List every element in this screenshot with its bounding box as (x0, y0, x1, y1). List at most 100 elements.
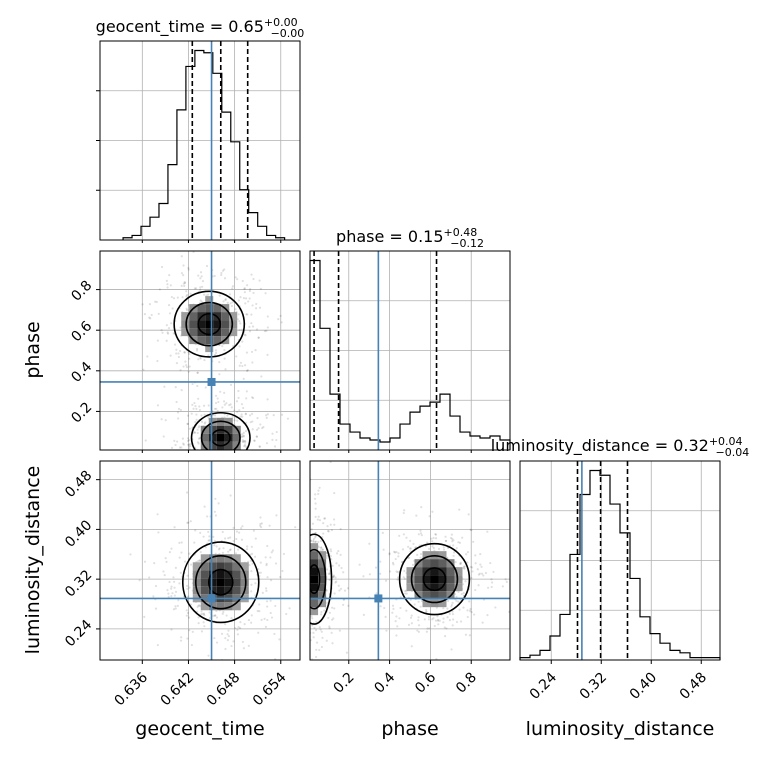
density-cell (310, 575, 311, 584)
density-cell (310, 567, 319, 576)
scatter-point (442, 621, 445, 624)
scatter-point (170, 628, 173, 631)
scatter-point (195, 349, 199, 352)
scatter-point (434, 619, 438, 622)
scatter-point (198, 408, 202, 412)
scatter-point (425, 610, 428, 613)
scatter-point (301, 625, 303, 627)
scatter-point (215, 545, 218, 548)
scatter-point (271, 536, 273, 538)
axes-frame (309, 250, 511, 451)
scatter-point (445, 539, 448, 543)
scatter-point (246, 467, 248, 469)
scatter-point (432, 546, 435, 550)
scatter-point (304, 602, 306, 604)
scatter-point (242, 406, 245, 410)
contour-level-2 (398, 542, 471, 616)
scatter-point (212, 466, 214, 468)
scatter-point (188, 586, 191, 589)
scatter-point (446, 556, 449, 559)
scatter-point (181, 456, 183, 458)
scatter-point (462, 591, 465, 595)
scatter-point (223, 391, 226, 395)
scatter-point (428, 627, 431, 630)
scatter-point (258, 306, 262, 309)
scatter-point (480, 572, 484, 575)
scatter-point (260, 618, 263, 621)
scatter-point (252, 277, 255, 281)
density-cell (208, 433, 217, 442)
density-cell (197, 320, 206, 329)
scatter-point (319, 539, 322, 543)
scatter-point (194, 454, 196, 456)
density-cell (181, 328, 190, 337)
scatter-point (203, 358, 206, 362)
scatter-point (284, 639, 286, 641)
scatter-point (213, 474, 215, 476)
scatter-point (213, 458, 215, 460)
scatter-point (297, 567, 299, 569)
density-cell (454, 567, 463, 576)
scatter-point (231, 287, 234, 290)
scatter-point (199, 550, 202, 554)
scatter-point (234, 627, 237, 630)
scatter-point (215, 616, 219, 619)
scatter-point (175, 400, 178, 404)
scatter-point (199, 356, 202, 359)
scatter-point (186, 422, 189, 425)
scatter-point (409, 547, 413, 550)
ylabel-luminosity-distance: luminosity_distance (22, 466, 44, 655)
xtick-label-geocent-time: 0.648 (204, 670, 244, 710)
scatter-point (462, 567, 465, 570)
scatter-point (469, 528, 472, 531)
scatter-point (218, 465, 220, 467)
scatter-point (294, 553, 296, 555)
scatter-point (265, 562, 268, 565)
scatter-point (524, 544, 526, 546)
scatter-point (169, 587, 173, 590)
scatter-point (384, 579, 388, 582)
scatter-point (196, 441, 200, 444)
scatter-point (261, 426, 264, 430)
scatter-point (314, 536, 317, 539)
scatter-point (166, 589, 169, 592)
scatter-point (224, 298, 227, 301)
scatter-point (148, 303, 152, 306)
scatter-point (450, 605, 453, 608)
scatter-point (438, 619, 441, 622)
scatter-point (271, 549, 274, 552)
density-cell (430, 583, 439, 592)
ytick-label-phase: 0.2 (68, 399, 95, 426)
scatter-point (213, 353, 217, 357)
scatter-point (185, 609, 188, 612)
scatter-point (333, 592, 336, 595)
scatter-point (261, 457, 263, 459)
scatter-point (391, 611, 394, 614)
scatter-point (180, 551, 183, 554)
scatter-point (237, 313, 240, 316)
scatter-point (312, 537, 315, 541)
scatter-point (269, 599, 272, 602)
contour-level-0 (422, 567, 447, 592)
density-cell (221, 312, 230, 321)
scatter-point (330, 631, 333, 634)
scatter-point (239, 467, 241, 469)
scatter-point (282, 525, 284, 527)
scatter-point (138, 579, 141, 582)
scatter-point (220, 469, 222, 471)
xtick-label-phase: 0.8 (453, 670, 480, 697)
title-geocent-time: geocent_time = 0.65+0.00 −0.00 (96, 16, 305, 40)
scatter-point (327, 616, 330, 620)
contour-level-1 (200, 420, 241, 450)
density-cell (213, 336, 222, 345)
scatter-point (179, 326, 182, 329)
scatter-point (251, 420, 254, 423)
density-cell (446, 575, 455, 584)
scatter-point (203, 452, 205, 454)
scatter-point (255, 328, 259, 331)
scatter-point (224, 623, 227, 626)
scatter-point (184, 360, 187, 363)
scatter-point (170, 322, 173, 325)
scatter-point (505, 580, 508, 584)
scatter-point (242, 468, 244, 470)
